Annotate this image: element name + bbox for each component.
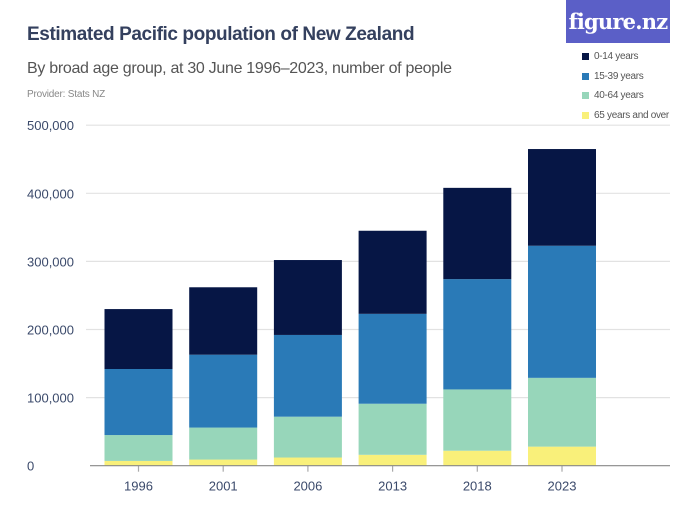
y-tick-label: 500,000 [27, 118, 74, 133]
x-tick-label: 2023 [548, 479, 577, 494]
bar-segment-15-39-years [273, 334, 342, 417]
bar-segment-40-64-years [443, 389, 512, 451]
x-tick-label: 2013 [378, 479, 407, 494]
x-tick-label: 2018 [463, 479, 492, 494]
bar-segment-15-39-years [104, 368, 173, 436]
bar-segment-15-39-years [528, 245, 596, 378]
bar-segment-0-14-years [443, 187, 512, 280]
legend-item: 65 years and over [582, 106, 669, 126]
legend-swatch [582, 72, 589, 80]
bar-segment-40-64-years [189, 427, 258, 460]
x-tick-label: 1996 [124, 479, 153, 494]
figure-nz-logo[interactable]: figure.nz [566, 0, 670, 43]
bar-segment-0-14-years [528, 149, 596, 246]
legend-swatch [582, 92, 589, 100]
legend-item: 15-39 years [582, 67, 669, 87]
bar-segment-15-39-years [189, 354, 258, 428]
bar-segment-65-years-and-over [358, 454, 427, 466]
y-tick-label: 400,000 [27, 186, 74, 201]
provider-text: Provider: Stats NZ [27, 89, 106, 100]
logo-text: figure.nz [568, 9, 669, 34]
bar-segment-65-years-and-over [273, 457, 342, 466]
legend-label: 65 years and over [594, 109, 669, 121]
bar-segment-40-64-years [358, 403, 427, 455]
bar-segment-40-64-years [528, 377, 596, 447]
legend-label: 40-64 years [594, 90, 644, 102]
legend: 0-14 years 15-39 years 40-64 years 65 years… [582, 47, 669, 125]
y-tick-label: 100,000 [27, 391, 74, 406]
legend-swatch [582, 53, 589, 61]
bar-segment-65-years-and-over [528, 446, 596, 466]
legend-swatch [582, 111, 589, 119]
bar-segment-40-64-years [104, 435, 173, 461]
bar-segment-65-years-and-over [189, 459, 258, 466]
bar-segment-0-14-years [104, 309, 173, 369]
chart-subtitle: By broad age group, at 30 June 1996–2023… [27, 60, 452, 77]
y-tick-label: 300,000 [27, 254, 74, 269]
chart-title: Estimated Pacific population of New Zeal… [27, 24, 415, 45]
bar-segment-40-64-years [273, 416, 342, 458]
y-tick-label: 200,000 [27, 323, 74, 338]
bar-segment-0-14-years [358, 230, 427, 314]
y-tick-label: 0 [27, 459, 34, 474]
bar-segment-65-years-and-over [104, 460, 173, 466]
bar-segment-0-14-years [273, 260, 342, 335]
legend-item: 40-64 years [582, 86, 669, 106]
bar-segment-0-14-years [189, 287, 258, 355]
legend-label: 15-39 years [594, 70, 644, 82]
legend-label: 0-14 years [594, 51, 639, 63]
bar-segment-65-years-and-over [443, 450, 512, 466]
x-tick-label: 2001 [209, 479, 238, 494]
bar-segment-15-39-years [358, 313, 427, 404]
legend-item: 0-14 years [582, 47, 669, 67]
x-tick-label: 2006 [293, 479, 322, 494]
bar-segment-15-39-years [443, 279, 512, 390]
